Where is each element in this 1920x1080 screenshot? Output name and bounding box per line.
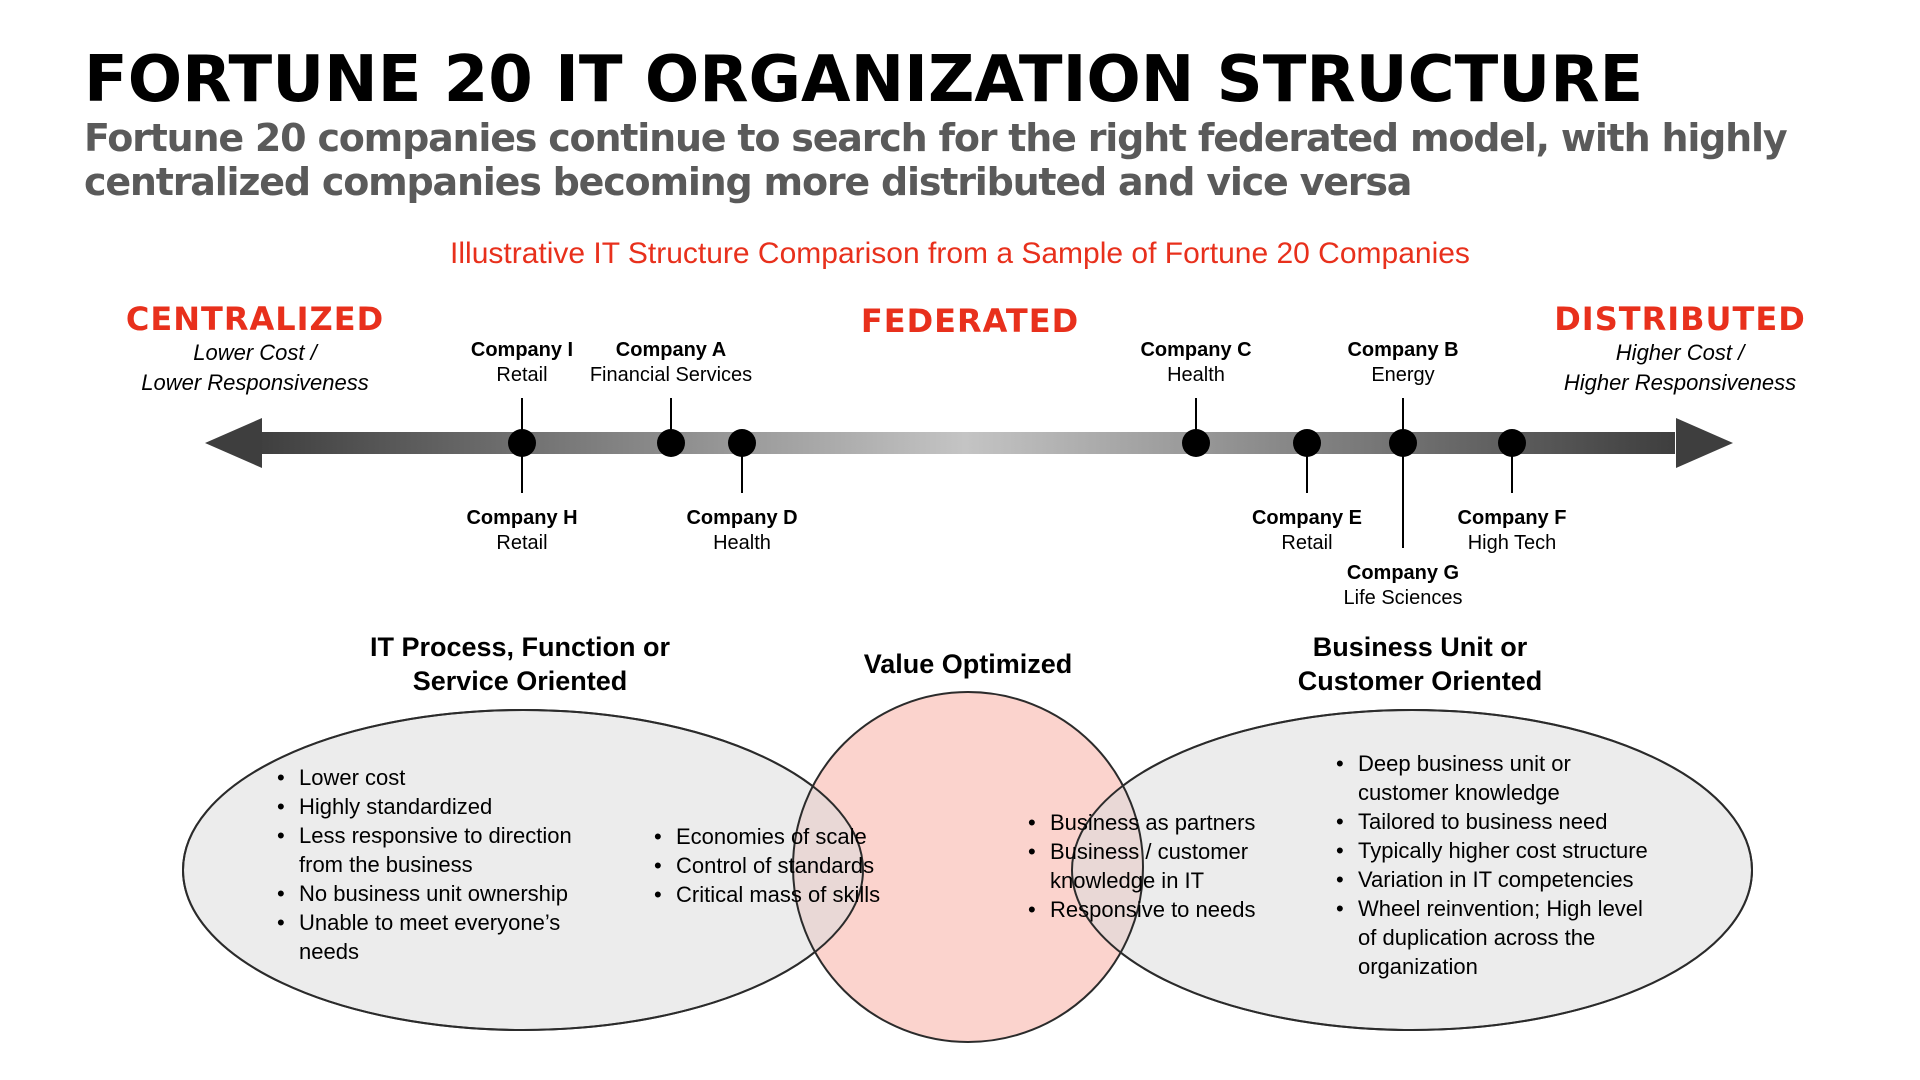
list-item: Economies of scale	[654, 822, 904, 851]
list-item: Less responsive to direction from the bu…	[277, 821, 617, 879]
centralized-note-line-2: Lower Responsiveness	[141, 370, 369, 395]
marker-company-h-i	[508, 429, 536, 457]
company-name: Company H	[466, 507, 578, 529]
distributed-heading: DISTRIBUTED	[1554, 300, 1806, 338]
company-label: Company E Retail	[1187, 506, 1427, 556]
distributed-note-line-2: Higher Responsiveness	[1563, 370, 1797, 395]
company-name: Company I	[470, 339, 574, 361]
marker-company-c	[1182, 429, 1210, 457]
company-label: Company F High Tech	[1392, 506, 1632, 556]
page-title: FORTUNE 20 IT ORGANIZATION STRUCTURE	[84, 43, 1644, 117]
venn-left-bullets: Lower cost Highly standardized Less resp…	[277, 763, 617, 966]
marker-company-a	[657, 429, 685, 457]
company-name: Company C	[1140, 339, 1252, 361]
venn-overlap-left-bullets: Economies of scale Control of standards …	[654, 822, 904, 909]
company-name: Company G	[1346, 562, 1460, 584]
venn-center-circle	[793, 692, 1143, 1042]
venn-left-title-line-1: IT Process, Function or	[369, 632, 671, 662]
list-item: Wheel reinvention; High level of duplica…	[1336, 894, 1666, 981]
venn-right-title-line-1: Business Unit or	[1312, 632, 1528, 662]
list-item: Highly standardized	[277, 792, 617, 821]
list-item: Tailored to business need	[1336, 807, 1666, 836]
list-item: Typically higher cost structure	[1336, 836, 1666, 865]
venn-right-bullets: Deep business unit or customer knowledge…	[1336, 749, 1666, 981]
company-label: Company I Retail	[402, 338, 642, 388]
marker-company-e	[1293, 429, 1321, 457]
company-name: Company B	[1347, 339, 1459, 361]
centralized-heading: CENTRALIZED	[125, 300, 385, 338]
spectrum-arrow-left-head	[205, 418, 262, 468]
list-item: Business as partners	[1028, 808, 1298, 837]
distributed-note-line-1: Higher Cost /	[1615, 340, 1745, 365]
spectrum-arrow	[205, 418, 1733, 468]
venn-right-title-line-2: Customer Oriented	[1297, 666, 1543, 696]
list-item: Critical mass of skills	[654, 880, 904, 909]
spectrum-arrow-right-head	[1676, 418, 1733, 468]
company-sector: High Tech	[1467, 532, 1557, 554]
venn-center-title: Value Optimized	[863, 649, 1073, 679]
company-sector: Retail	[496, 364, 548, 386]
company-name: Company F	[1457, 507, 1567, 529]
venn-overlap-right-bullets: Business as partners Business / customer…	[1028, 808, 1298, 924]
federated-heading: FEDERATED	[860, 302, 1080, 340]
venn-left-title: IT Process, Function or Service Oriented	[320, 630, 720, 698]
company-sector: Retail	[1281, 532, 1333, 554]
diagram-caption: Illustrative IT Structure Comparison fro…	[450, 237, 1470, 270]
list-item: Responsive to needs	[1028, 895, 1298, 924]
company-label: Company D Health	[622, 506, 862, 556]
company-name: Company D	[686, 507, 798, 529]
company-sector: Life Sciences	[1343, 587, 1463, 609]
venn-right-title: Business Unit or Customer Oriented	[1220, 630, 1620, 698]
centralized-note-line-1: Lower Cost /	[193, 340, 317, 365]
company-sector: Retail	[496, 532, 548, 554]
list-item: Business / customer knowledge in IT	[1028, 837, 1298, 895]
company-label: Company B Energy	[1283, 338, 1523, 388]
marker-company-d	[728, 429, 756, 457]
page-subtitle: Fortune 20 companies continue to search …	[84, 116, 1788, 204]
company-label: Company G Life Sciences	[1283, 561, 1523, 611]
marker-company-f	[1498, 429, 1526, 457]
list-item: Control of standards	[654, 851, 904, 880]
company-markers	[508, 429, 1526, 457]
spectrum-arrow-shaft	[255, 432, 1675, 454]
list-item: Lower cost	[277, 763, 617, 792]
centralized-label: CENTRALIZED Lower Cost / Lower Responsiv…	[100, 300, 410, 398]
company-label: Company C Health	[1076, 338, 1316, 388]
company-label: Company A Financial Services	[551, 338, 791, 388]
list-item: Variation in IT competencies	[1336, 865, 1666, 894]
venn-left-title-line-2: Service Oriented	[412, 666, 628, 696]
company-name: Company E	[1251, 507, 1363, 529]
company-sector: Health	[1167, 364, 1225, 386]
company-name: Company A	[615, 339, 727, 361]
list-item: No business unit ownership	[277, 879, 617, 908]
list-item: Unable to meet everyone’s needs	[277, 908, 617, 966]
company-sector: Financial Services	[589, 364, 753, 386]
company-sector: Energy	[1371, 364, 1435, 386]
distributed-label: DISTRIBUTED Higher Cost / Higher Respons…	[1520, 300, 1840, 398]
company-sector: Health	[713, 532, 771, 554]
company-label: Company H Retail	[402, 506, 642, 556]
list-item: Deep business unit or customer knowledge	[1336, 749, 1666, 807]
marker-company-b-g	[1389, 429, 1417, 457]
